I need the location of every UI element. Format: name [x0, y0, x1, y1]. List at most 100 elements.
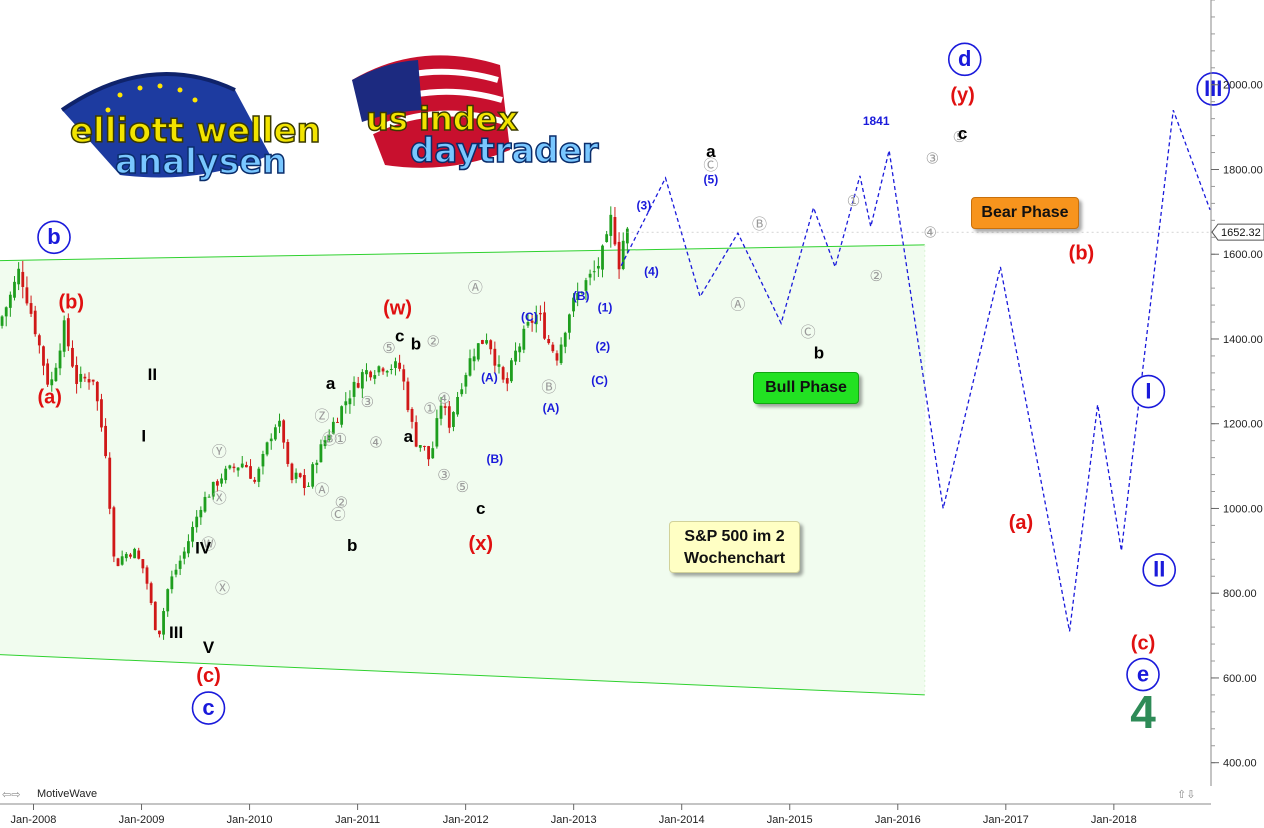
gray-wave-marker: ⑤	[456, 478, 469, 496]
channel-lower-line	[0, 654, 925, 696]
candle-body	[294, 472, 298, 479]
candle-body	[133, 548, 136, 559]
candle-body	[104, 425, 107, 457]
candle-body	[170, 576, 174, 590]
candle-body	[100, 399, 103, 428]
bull-phase-label: Bull Phase	[753, 372, 859, 404]
gray-wave-marker: Ⓒ	[703, 156, 718, 174]
wave-label: (B)	[573, 289, 590, 303]
candle-body	[141, 559, 145, 569]
candle-body	[91, 379, 95, 382]
candle-body	[567, 314, 571, 333]
candle-body	[211, 481, 215, 497]
wave-label: (b)	[59, 292, 85, 314]
last-price-tag	[1211, 223, 1264, 241]
candle-body	[460, 389, 464, 395]
wave-label: (a)	[1009, 512, 1033, 534]
candle-body	[452, 412, 455, 427]
wave-circle	[947, 42, 982, 77]
wave-label: (4)	[644, 265, 659, 279]
candle-body	[58, 350, 62, 369]
candle-body	[497, 364, 501, 367]
candle-body	[187, 541, 190, 554]
candle-body	[464, 375, 468, 387]
candle-body	[66, 318, 70, 347]
wave-circle	[1126, 657, 1160, 692]
wave-label: (3)	[637, 199, 652, 213]
candle-body	[418, 445, 422, 448]
candle-body	[216, 481, 219, 486]
candle-body	[224, 468, 228, 481]
x-tick-label: Jan-2008	[11, 814, 57, 826]
candle-body	[505, 378, 509, 384]
gray-wave-marker: Ⓩ	[314, 407, 329, 425]
candle-body	[427, 446, 430, 460]
candle-body	[37, 335, 41, 346]
candle-body	[162, 611, 165, 635]
y-tick-label: 1400.00	[1223, 334, 1263, 346]
wave-label-circled: e	[1126, 657, 1160, 692]
candle-body	[340, 406, 344, 425]
candle-body	[108, 457, 112, 509]
candle-body	[232, 466, 236, 469]
wave-label: (C)	[521, 310, 538, 324]
wave-label-text: e	[1137, 661, 1149, 686]
wave-label: a	[326, 374, 336, 393]
candle-body	[572, 297, 575, 312]
wave-label: 1841	[863, 114, 890, 128]
y-tick-label: 1600.00	[1223, 249, 1263, 261]
candle-body	[17, 268, 21, 285]
candle-body	[8, 294, 12, 308]
candle-body	[166, 589, 170, 612]
scroll-arrows-icon[interactable]: ⇦⇨	[2, 788, 21, 801]
candle-body	[124, 553, 128, 559]
channel-fill	[0, 244, 925, 695]
candle-body	[331, 421, 335, 434]
candle-body	[476, 343, 480, 360]
wave-label: (c)	[196, 665, 220, 687]
chart-title-line2: Wochenchart	[683, 550, 786, 567]
wave-label: (C)	[591, 374, 608, 388]
candle-body	[431, 448, 435, 459]
y-tick-label: 2000.00	[1223, 80, 1263, 92]
wave-circle	[1142, 553, 1177, 587]
candle-body	[410, 409, 414, 422]
candle-body	[83, 376, 87, 379]
candle-body	[120, 556, 124, 565]
candle-body	[530, 320, 534, 323]
wave-label-big: 4	[1130, 686, 1156, 738]
wave-circle	[1131, 374, 1166, 409]
candle-body	[336, 421, 339, 423]
candle-body	[443, 406, 447, 408]
candle-body	[373, 375, 377, 379]
candle-body	[559, 344, 563, 364]
candle-body	[588, 273, 592, 278]
wave-circle	[37, 220, 71, 255]
candle-body	[220, 478, 223, 484]
wave-label: a	[404, 427, 414, 446]
wave-label-text: b	[47, 224, 60, 249]
candle-body	[25, 287, 29, 304]
candle-body	[137, 550, 141, 559]
candle-body	[389, 368, 393, 370]
candle-body	[398, 362, 402, 369]
candle-body	[207, 496, 211, 498]
candle-body	[323, 440, 327, 447]
wave-label-circled: III	[1196, 72, 1231, 106]
wave-label: (B)	[486, 452, 503, 466]
wave-label-text: II	[1153, 557, 1165, 582]
wave-label: (a)	[37, 387, 61, 409]
gray-wave-marker: Ⓐ	[730, 296, 745, 314]
zoom-controls-icon[interactable]: ⇧⇩	[1177, 788, 1196, 801]
gray-wave-marker: Ⓑ	[752, 215, 767, 233]
wave-label-text: III	[1204, 76, 1222, 101]
x-tick-label: Jan-2016	[875, 814, 921, 826]
candle-body	[71, 347, 74, 367]
svg-text:us index: us index	[366, 100, 518, 138]
gray-wave-marker: Ⓑ	[322, 430, 337, 448]
candle-body	[584, 280, 588, 291]
candle-body	[269, 438, 273, 442]
candle-body	[613, 217, 617, 245]
candle-body	[286, 442, 290, 464]
